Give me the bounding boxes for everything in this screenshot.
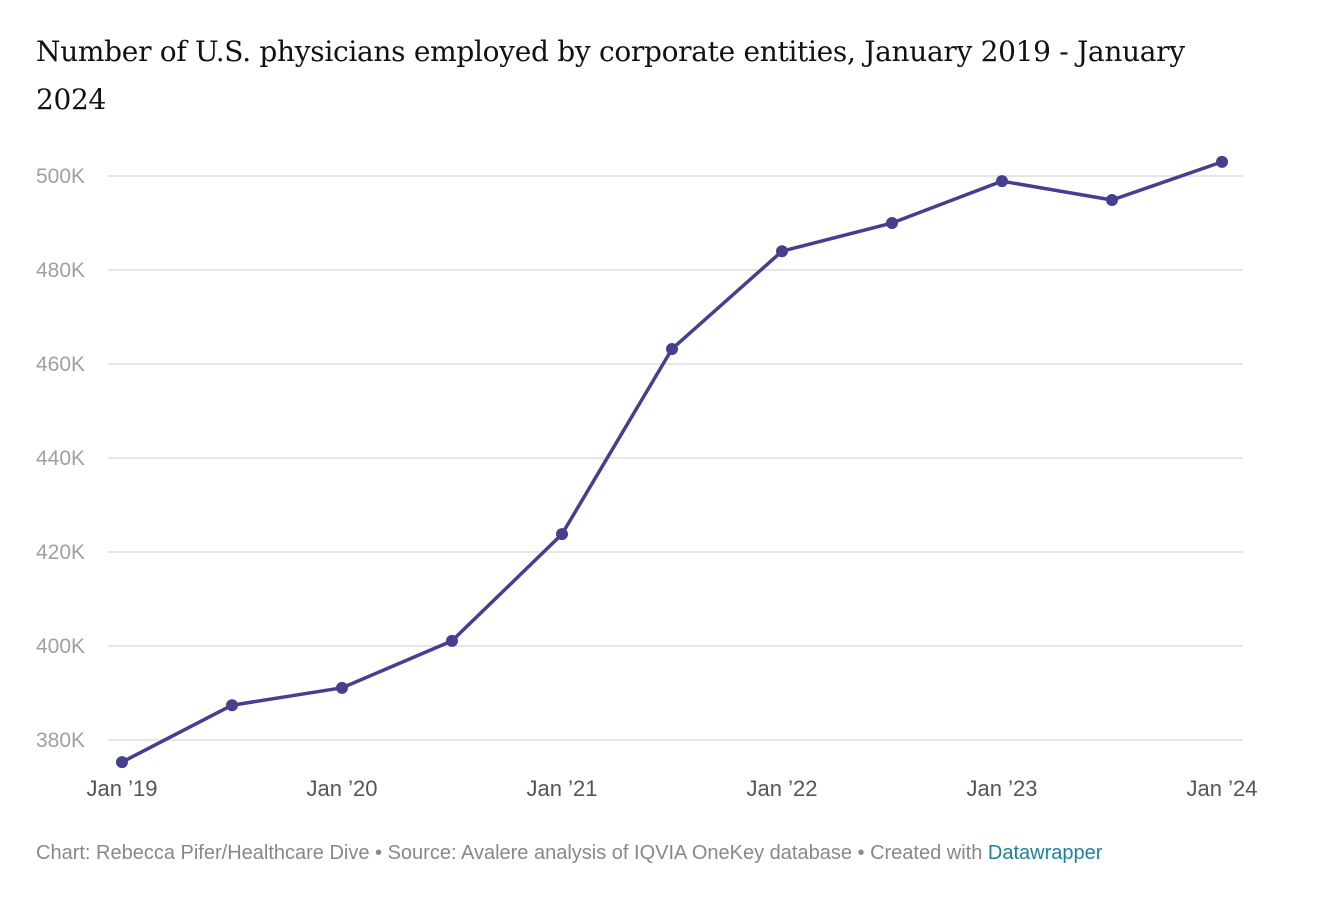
datawrapper-link[interactable]: Datawrapper	[987, 842, 1103, 864]
y-tick-label: 400K	[36, 635, 85, 658]
y-tick-label: 460K	[36, 353, 85, 376]
series-line	[121, 160, 1223, 764]
y-tick-label: 500K	[36, 165, 85, 188]
chart-footer: Chart: Rebecca Pifer/Healthcare Dive • S…	[36, 842, 1102, 865]
data-point[interactable]	[886, 217, 898, 229]
data-point[interactable]	[336, 681, 348, 694]
x-tick-label: Jan ’22	[747, 776, 818, 801]
x-tick-label: Jan ’24	[1187, 776, 1258, 801]
y-tick-label: 380K	[36, 729, 85, 752]
data-point[interactable]	[1216, 155, 1228, 168]
data-point[interactable]	[116, 756, 128, 769]
x-tick-label: Jan ’20	[307, 776, 378, 801]
footer-credit: Chart: Rebecca Pifer/Healthcare Dive • S…	[36, 842, 988, 864]
data-point[interactable]	[666, 342, 678, 355]
chart-subtitle: Number of U.S. physicians employed by co…	[36, 35, 1185, 116]
data-point[interactable]	[996, 175, 1008, 188]
y-tick-label: 480K	[36, 259, 85, 282]
x-tick-label: Jan ’19	[87, 776, 158, 801]
y-tick-label: 440K	[36, 447, 85, 470]
data-point[interactable]	[776, 245, 788, 258]
data-point[interactable]	[1106, 193, 1118, 206]
data-point[interactable]	[556, 528, 568, 541]
y-tick-label: 420K	[36, 541, 85, 564]
x-tick-label: Jan ’21	[527, 776, 598, 801]
data-point[interactable]	[446, 634, 458, 647]
data-point[interactable]	[226, 699, 238, 712]
x-tick-label: Jan ’23	[967, 776, 1038, 801]
